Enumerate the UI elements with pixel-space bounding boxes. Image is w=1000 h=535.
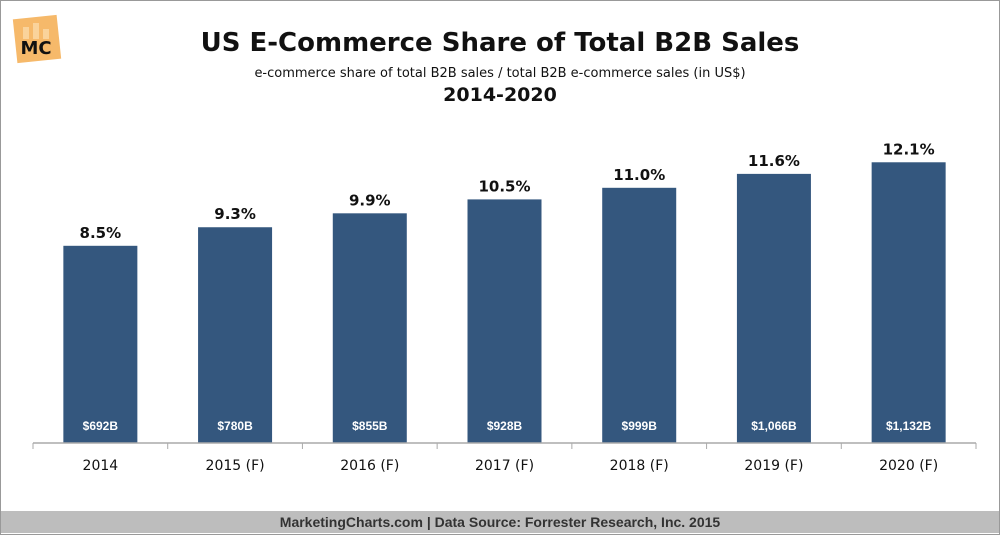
value-label: 9.9% — [349, 191, 391, 209]
sales-label: $1,066B — [751, 419, 797, 433]
x-tick-label: 2016 (F) — [340, 458, 399, 474]
chart-subtitle: e-commerce share of total B2B sales / to… — [254, 66, 746, 81]
chart-title: US E-Commerce Share of Total B2B Sales — [200, 28, 800, 58]
sales-label: $780B — [217, 419, 253, 433]
bar — [602, 187, 677, 443]
bar — [63, 245, 138, 443]
value-label: 11.0% — [613, 166, 665, 184]
value-label: 10.5% — [478, 177, 530, 195]
value-label: 8.5% — [80, 224, 122, 242]
x-tick-label: 2020 (F) — [879, 458, 938, 474]
svg-text:MC: MC — [20, 38, 51, 59]
marketingcharts-logo: MC — [12, 14, 62, 64]
x-tick-label: 2018 (F) — [610, 458, 669, 474]
sales-label: $855B — [352, 419, 388, 433]
bar — [332, 213, 407, 443]
bar — [871, 162, 946, 443]
bar — [736, 173, 811, 443]
bar — [198, 227, 273, 443]
chart-years: 2014-2020 — [443, 84, 557, 106]
sales-label: $999B — [622, 419, 658, 433]
sales-label: $928B — [487, 419, 523, 433]
value-label: 11.6% — [748, 152, 800, 170]
value-label: 12.1% — [883, 140, 935, 158]
sales-label: $1,132B — [886, 419, 932, 433]
x-tick-label: 2014 — [83, 458, 119, 474]
bar — [467, 199, 542, 443]
value-label: 9.3% — [214, 205, 256, 223]
bar-chart: 8.5% $692B 2014 9.3% $780B 2015 (F) 9.9% $855B 2… — [32, 140, 977, 474]
x-tick-label: 2017 (F) — [475, 458, 534, 474]
source-footer: MarketingCharts.com | Data Source: Forre… — [1, 511, 999, 533]
sales-label: $692B — [83, 419, 119, 433]
x-tick-label: 2015 (F) — [206, 458, 265, 474]
x-tick-label: 2019 (F) — [744, 458, 803, 474]
